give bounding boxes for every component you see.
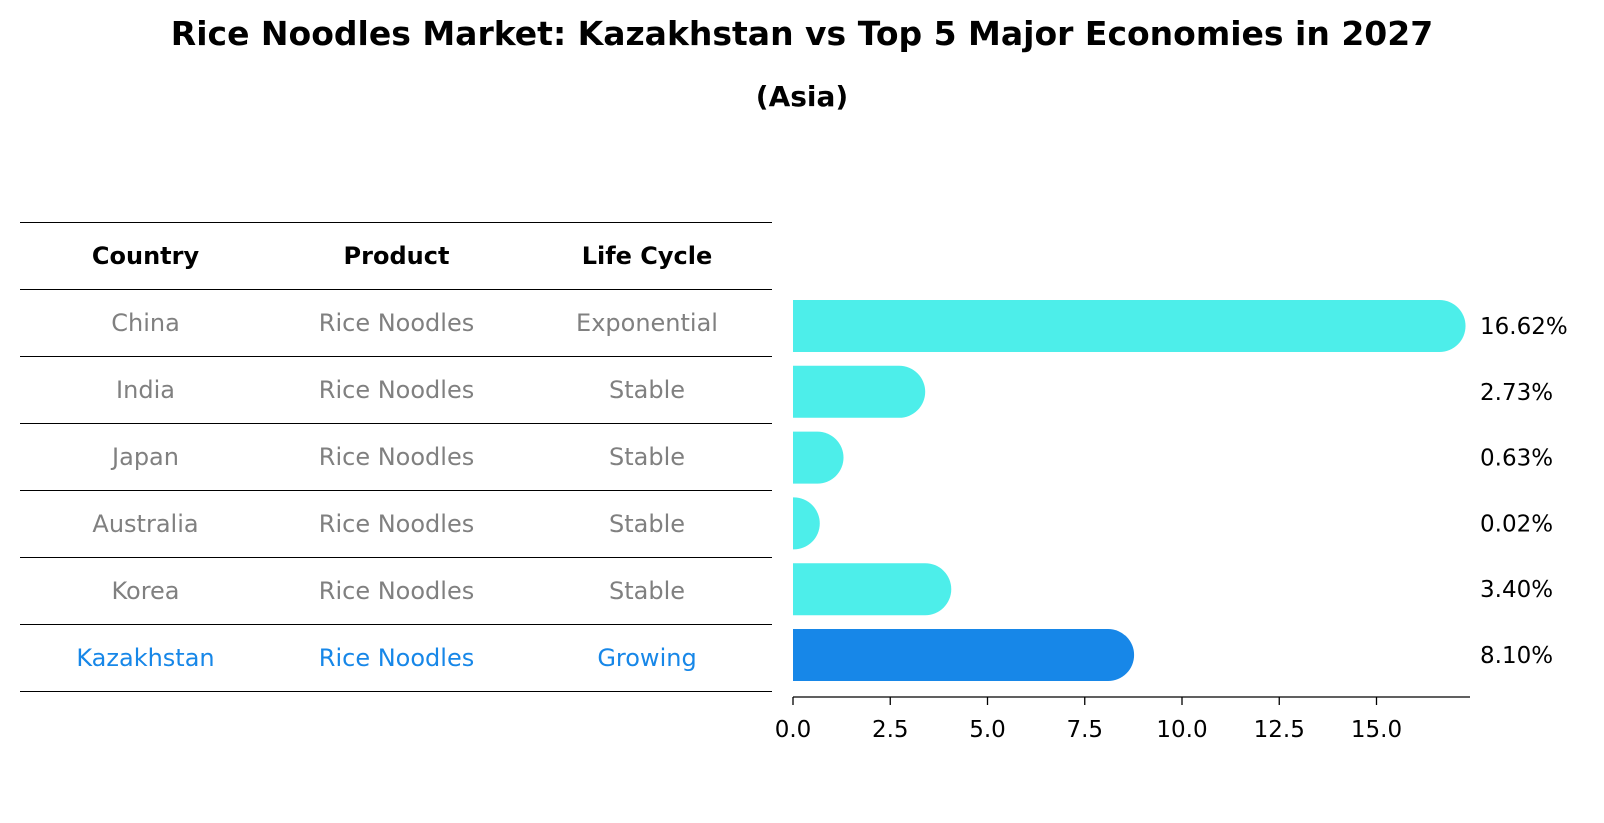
cell-country: Kazakhstan bbox=[76, 644, 215, 672]
cell-country: Japan bbox=[112, 443, 179, 471]
x-tick-label: 2.5 bbox=[872, 717, 909, 743]
x-tick-label: 0.0 bbox=[775, 717, 812, 743]
cell-country: China bbox=[111, 309, 180, 337]
bar-value-label: 0.63% bbox=[1480, 446, 1553, 472]
cell-product: Rice Noodles bbox=[318, 376, 475, 404]
x-tick-label: 5.0 bbox=[969, 717, 1006, 743]
cell-product: Rice Noodles bbox=[318, 443, 475, 471]
bar-value-label: 3.40% bbox=[1480, 577, 1553, 603]
bar-australia bbox=[793, 497, 820, 550]
bar-japan bbox=[793, 431, 844, 484]
table-row: China Rice Noodles Exponential bbox=[20, 289, 772, 356]
chart-title: Rice Noodles Market: Kazakhstan vs Top 5… bbox=[170, 14, 1434, 53]
x-tick-label: 15.0 bbox=[1351, 717, 1402, 743]
bar-value-label: 0.02% bbox=[1480, 511, 1553, 537]
data-table: Country Product Life Cycle China Rice No… bbox=[20, 222, 772, 692]
table-row-highlight: Kazakhstan Rice Noodles Growing bbox=[20, 624, 772, 692]
x-tick-label: 12.5 bbox=[1254, 717, 1305, 743]
cell-country: India bbox=[116, 376, 175, 404]
x-tick-label: 10.0 bbox=[1156, 717, 1207, 743]
table-row: Korea Rice Noodles Stable bbox=[20, 557, 772, 624]
bar-value-label: 2.73% bbox=[1480, 380, 1553, 406]
bar-kazakhstan bbox=[793, 629, 1135, 681]
header-product: Product bbox=[343, 242, 450, 270]
cell-life-cycle: Stable bbox=[608, 443, 686, 471]
cell-life-cycle: Stable bbox=[608, 510, 686, 538]
cell-country: Korea bbox=[111, 577, 180, 605]
cell-product: Rice Noodles bbox=[318, 309, 475, 337]
bar-value-label: 16.62% bbox=[1480, 314, 1568, 340]
cell-product: Rice Noodles bbox=[318, 510, 475, 538]
x-tick-label: 7.5 bbox=[1066, 717, 1103, 743]
cell-country: Australia bbox=[92, 510, 199, 538]
table-row: India Rice Noodles Stable bbox=[20, 356, 772, 423]
cell-life-cycle: Stable bbox=[608, 577, 686, 605]
table-row: Japan Rice Noodles Stable bbox=[20, 423, 772, 490]
cell-life-cycle: Stable bbox=[608, 376, 686, 404]
bar-china bbox=[793, 300, 1466, 352]
table-row: Australia Rice Noodles Stable bbox=[20, 490, 772, 557]
cell-life-cycle: Growing bbox=[597, 644, 697, 672]
table-header-row: Country Product Life Cycle bbox=[20, 222, 772, 289]
bar-value-label: 8.10% bbox=[1480, 643, 1553, 669]
header-country: Country bbox=[91, 242, 200, 270]
bar-india bbox=[793, 365, 926, 418]
chart-subtitle: (Asia) bbox=[755, 80, 849, 113]
cell-product: Rice Noodles bbox=[318, 644, 475, 672]
header-life-cycle: Life Cycle bbox=[581, 242, 713, 270]
cell-product: Rice Noodles bbox=[318, 577, 475, 605]
cell-life-cycle: Exponential bbox=[576, 309, 718, 337]
bar-korea bbox=[793, 563, 952, 616]
